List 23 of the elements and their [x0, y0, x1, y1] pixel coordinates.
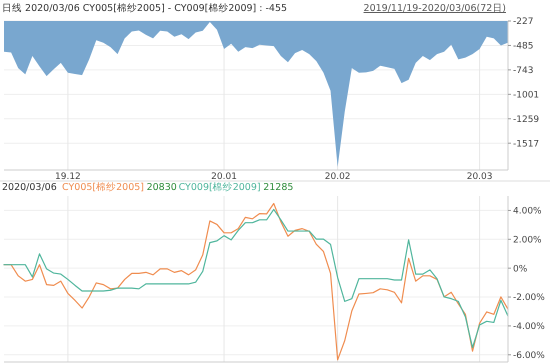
- x-tick-label: 20.03: [466, 172, 492, 182]
- chart-title: 日线 2020/03/06 CY005[棉纱2005] - CY009[棉纱2009] : -455: [2, 2, 288, 14]
- y-tick-label: -1517: [513, 139, 540, 150]
- y-tick-label: 0%: [513, 264, 528, 274]
- y-tick-label: -4.00%: [513, 322, 546, 332]
- text: 20830: [146, 182, 177, 193]
- x-tick-label: 20.01: [211, 172, 237, 182]
- y-tick-label: -485: [513, 42, 534, 52]
- text: CY005[棉纱2005]: [62, 181, 144, 193]
- y-tick-label: 4.00%: [513, 206, 542, 217]
- y-tick-label: -6.00%: [513, 350, 546, 361]
- y-tick-label: -1259: [513, 114, 540, 125]
- text: CY009[棉纱2009]: [178, 181, 261, 193]
- y-tick-label: -227: [513, 17, 534, 28]
- chart-title: 2020/03/06: [2, 182, 57, 193]
- x-tick-label: 20.02: [324, 172, 351, 182]
- text: 2019/11/19-2020/03/06(72日): [364, 3, 506, 14]
- y-tick-label: -2.00%: [513, 293, 546, 304]
- text: 21285: [263, 182, 294, 193]
- y-tick-label: 2.00%: [513, 235, 542, 246]
- x-tick-label: 19.12: [55, 172, 81, 182]
- y-tick-label: -1001: [513, 90, 540, 100]
- y-tick-label: -743: [513, 66, 534, 76]
